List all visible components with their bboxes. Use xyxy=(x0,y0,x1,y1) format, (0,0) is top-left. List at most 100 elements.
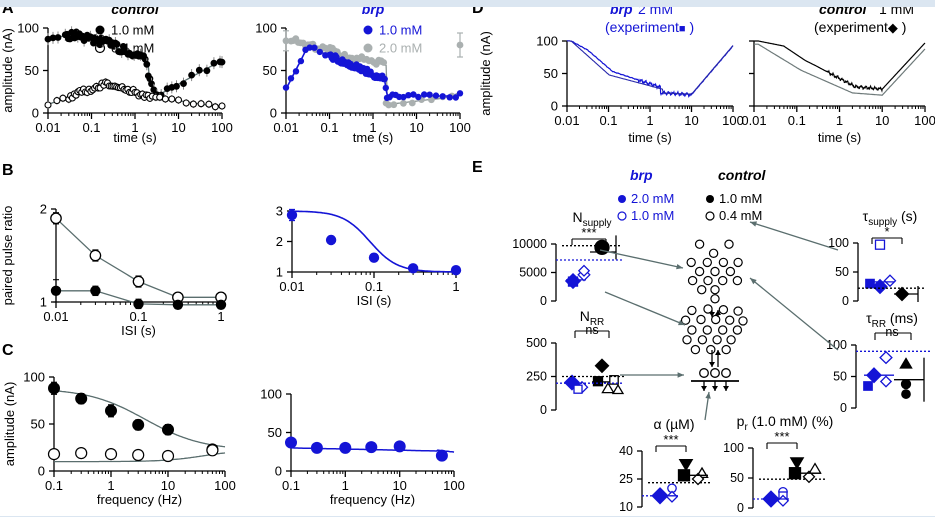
svg-text:2: 2 xyxy=(40,202,47,217)
svg-text:2: 2 xyxy=(276,234,283,249)
svg-text:100: 100 xyxy=(449,120,471,135)
svg-text:ISI (s): ISI (s) xyxy=(121,323,156,338)
svg-text:ISI (s): ISI (s) xyxy=(357,293,392,308)
svg-text:ns: ns xyxy=(585,323,598,337)
svg-text:amplitude (nA): amplitude (nA) xyxy=(0,28,15,113)
svg-text:1: 1 xyxy=(217,309,224,324)
svg-text:50: 50 xyxy=(835,265,849,279)
svg-text:control: control xyxy=(718,167,767,183)
svg-text:0: 0 xyxy=(840,401,847,415)
svg-text:50: 50 xyxy=(263,63,277,78)
svg-text:1: 1 xyxy=(342,478,349,493)
svg-text:40: 40 xyxy=(619,444,633,458)
svg-text:0.1: 0.1 xyxy=(599,113,617,128)
svg-text:0.01: 0.01 xyxy=(554,113,579,128)
svg-text:100: 100 xyxy=(723,441,744,455)
svg-text:0: 0 xyxy=(842,294,849,308)
svg-text:50: 50 xyxy=(730,471,744,485)
svg-text:C: C xyxy=(2,342,14,359)
svg-text:100: 100 xyxy=(23,370,45,385)
svg-text:250: 250 xyxy=(526,370,547,384)
svg-text:0.01: 0.01 xyxy=(279,279,304,294)
svg-text:50: 50 xyxy=(544,66,558,81)
svg-text:0.1: 0.1 xyxy=(129,309,147,324)
svg-text:0: 0 xyxy=(540,294,547,308)
svg-text:100: 100 xyxy=(260,387,282,402)
svg-text:time (s): time (s) xyxy=(818,130,861,145)
svg-text:1: 1 xyxy=(40,295,47,310)
svg-text:2.0 mM: 2.0 mM xyxy=(379,41,422,56)
svg-text:paired pulse ratio: paired pulse ratio xyxy=(0,206,15,306)
svg-text:frequency (Hz): frequency (Hz) xyxy=(97,492,182,507)
svg-text:1: 1 xyxy=(452,279,459,294)
svg-text:100: 100 xyxy=(17,21,39,36)
svg-text:0.4 mM: 0.4 mM xyxy=(719,208,762,223)
svg-text:10: 10 xyxy=(875,113,889,128)
svg-text:1: 1 xyxy=(107,478,114,493)
svg-text:0.1: 0.1 xyxy=(365,279,383,294)
svg-text:3: 3 xyxy=(276,204,283,219)
svg-text:100: 100 xyxy=(255,21,277,36)
svg-text:0.1: 0.1 xyxy=(282,478,300,493)
svg-text:amplitude (nA): amplitude (nA) xyxy=(2,382,17,467)
svg-text:0.01: 0.01 xyxy=(741,113,766,128)
svg-text:100: 100 xyxy=(536,34,558,49)
svg-text:100: 100 xyxy=(211,120,233,135)
svg-text:0.1: 0.1 xyxy=(788,113,806,128)
svg-text:α (µM): α (µM) xyxy=(653,416,694,432)
svg-text:0.1: 0.1 xyxy=(45,478,63,493)
svg-text:100: 100 xyxy=(826,338,847,352)
svg-text:1: 1 xyxy=(646,113,653,128)
svg-text:10000: 10000 xyxy=(512,237,547,251)
svg-text:5000: 5000 xyxy=(519,266,547,280)
svg-text:*: * xyxy=(884,224,889,239)
svg-text:100: 100 xyxy=(914,113,935,128)
svg-text:0: 0 xyxy=(540,403,547,417)
svg-text:0: 0 xyxy=(32,106,39,121)
svg-text:50: 50 xyxy=(268,425,282,440)
svg-text:100: 100 xyxy=(443,478,465,493)
svg-text:0: 0 xyxy=(551,99,558,114)
svg-text:time (s): time (s) xyxy=(113,130,156,145)
svg-text:***: *** xyxy=(774,429,789,444)
svg-text:50: 50 xyxy=(833,370,847,384)
svg-text:2.0 mM: 2.0 mM xyxy=(631,191,674,206)
svg-text:1.0 mM: 1.0 mM xyxy=(719,191,762,206)
svg-text:frequency (Hz): frequency (Hz) xyxy=(330,492,415,507)
svg-text:1: 1 xyxy=(276,265,283,280)
svg-text:tme (s): tme (s) xyxy=(353,130,393,145)
svg-text:0: 0 xyxy=(270,106,277,121)
svg-text:25: 25 xyxy=(619,472,633,486)
svg-text:0: 0 xyxy=(737,501,744,515)
svg-text:1.0 mM: 1.0 mM xyxy=(631,208,674,223)
svg-text:0.01: 0.01 xyxy=(43,309,68,324)
svg-text:1: 1 xyxy=(836,113,843,128)
svg-text:100: 100 xyxy=(214,478,236,493)
svg-text:0.1: 0.1 xyxy=(82,120,100,135)
svg-text:10: 10 xyxy=(684,113,698,128)
svg-text:amplitude (nA): amplitude (nA) xyxy=(478,31,493,116)
svg-text:10: 10 xyxy=(619,500,633,514)
svg-text:0.01: 0.01 xyxy=(35,120,60,135)
svg-text:1.0 mM: 1.0 mM xyxy=(111,23,154,38)
svg-text:10: 10 xyxy=(161,478,175,493)
svg-text:1.0 mM: 1.0 mM xyxy=(379,23,422,38)
svg-text:50: 50 xyxy=(31,417,45,432)
svg-text:***: *** xyxy=(663,432,678,447)
svg-text:time (s): time (s) xyxy=(628,130,671,145)
svg-text:0: 0 xyxy=(38,464,45,479)
svg-text:10: 10 xyxy=(409,120,423,135)
svg-text:0.01: 0.01 xyxy=(273,120,298,135)
svg-text:brp: brp xyxy=(630,167,653,183)
svg-text:***: *** xyxy=(581,225,596,240)
svg-text:(experiment◆ ): (experiment◆ ) xyxy=(814,19,906,35)
svg-text:10: 10 xyxy=(392,478,406,493)
svg-text:B: B xyxy=(2,162,14,179)
svg-text:ns: ns xyxy=(885,325,898,339)
svg-text:0.1: 0.1 xyxy=(320,120,338,135)
svg-text:0: 0 xyxy=(275,464,282,479)
svg-text:10: 10 xyxy=(171,120,185,135)
svg-text:50: 50 xyxy=(25,63,39,78)
svg-text:E: E xyxy=(472,159,483,176)
svg-text:500: 500 xyxy=(526,336,547,350)
